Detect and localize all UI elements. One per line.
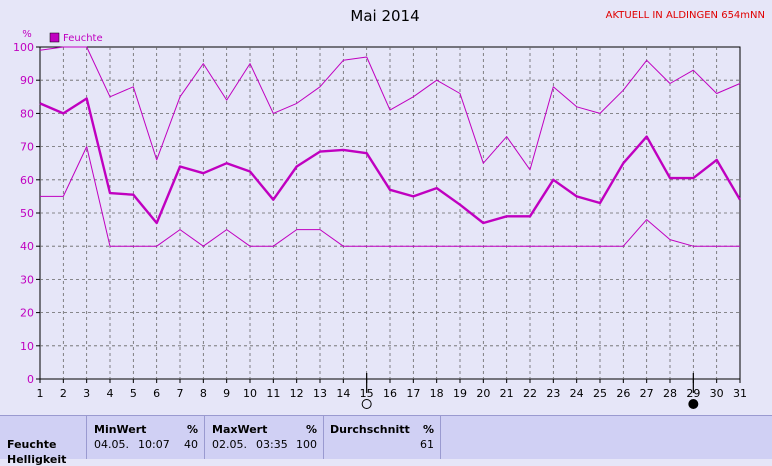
stats-max-header: MaxWert xyxy=(212,423,268,436)
x-tick-label: 18 xyxy=(430,387,444,400)
x-tick-label: 27 xyxy=(640,387,654,400)
x-tick-label: 21 xyxy=(500,387,514,400)
y-tick-label: 20 xyxy=(20,307,34,320)
y-tick-label: 60 xyxy=(20,174,34,187)
y-tick-label: 10 xyxy=(20,340,34,353)
x-tick-label: 1 xyxy=(37,387,44,400)
x-tick-label: 25 xyxy=(593,387,607,400)
x-tick-label: 6 xyxy=(153,387,160,400)
stats-min-unit: % xyxy=(186,423,198,436)
x-tick-label: 17 xyxy=(406,387,420,400)
x-tick-label: 8 xyxy=(200,387,207,400)
stats-min-cell: MinWert % 04.05. 10:07 40 xyxy=(87,416,205,459)
stats-min-header: MinWert xyxy=(94,423,147,436)
x-tick-label: 24 xyxy=(570,387,584,400)
x-tick-label: 19 xyxy=(453,387,467,400)
series-line-max xyxy=(39,46,741,171)
x-tick-label: 30 xyxy=(710,387,724,400)
stats-row-label-2: Helligkeit xyxy=(7,453,67,466)
stats-min-date: 04.05. xyxy=(94,438,129,451)
stats-max-time: 03:35 xyxy=(256,438,288,451)
y-tick-label: 30 xyxy=(20,273,34,286)
x-tick-label: 13 xyxy=(313,387,327,400)
moon-full-icon xyxy=(688,399,699,409)
x-tick-label: 15 xyxy=(360,387,374,400)
x-tick-label: 5 xyxy=(130,387,137,400)
y-tick-label: 50 xyxy=(20,207,34,220)
stats-label-cell: Feuchte Helligkeit xyxy=(0,416,87,466)
y-tick-label: 0 xyxy=(27,373,34,386)
y-axis-label: % xyxy=(22,29,32,40)
stats-max-unit: % xyxy=(305,423,317,436)
stats-avg-value: 61 xyxy=(420,438,434,451)
x-tick-label: 29 xyxy=(686,387,700,400)
x-tick-label: 14 xyxy=(336,387,350,400)
y-tick-label: 90 xyxy=(20,74,34,87)
series-line-avg xyxy=(39,97,742,225)
x-tick-label: 20 xyxy=(476,387,490,400)
x-tick-label: 12 xyxy=(290,387,304,400)
chart-title: Mai 2014 xyxy=(350,7,419,25)
stats-row-label: Feuchte xyxy=(7,438,57,451)
stats-avg-cell: Durchschnitt % 61 xyxy=(324,416,441,459)
series-line-min xyxy=(40,146,740,247)
legend-label: Feuchte xyxy=(63,33,103,44)
stats-max-cell: MaxWert % 02.05. 03:35 100 xyxy=(205,416,324,459)
x-tick-label: 22 xyxy=(523,387,537,400)
x-tick-label: 4 xyxy=(107,387,114,400)
x-tick-label: 9 xyxy=(223,387,230,400)
x-tick-label: 3 xyxy=(83,387,90,400)
stats-min-value: 40 xyxy=(184,438,198,451)
x-tick-label: 26 xyxy=(616,387,630,400)
x-tick-label: 10 xyxy=(243,387,257,400)
stats-avg-header: Durchschnitt xyxy=(330,423,410,436)
x-tick-label: 31 xyxy=(733,387,747,400)
chart: Mai 2014 AKTUELL IN ALDINGEN 654mNN % Fe… xyxy=(13,7,765,409)
x-tick-label: 28 xyxy=(663,387,677,400)
x-tick-label: 7 xyxy=(177,387,184,400)
status-text: AKTUELL IN ALDINGEN 654mNN xyxy=(606,10,765,21)
x-tick-label: 16 xyxy=(383,387,397,400)
moon-empty-icon xyxy=(361,399,372,409)
legend-swatch xyxy=(49,32,60,43)
stats-max-value: 100 xyxy=(296,438,317,451)
stats-panel: Feuchte Helligkeit MinWert % 04.05. 10:0… xyxy=(0,415,772,466)
y-tick-label: 80 xyxy=(20,107,34,120)
stats-max-date: 02.05. xyxy=(212,438,247,451)
y-tick-label: 70 xyxy=(20,141,34,154)
x-tick-label: 2 xyxy=(60,387,67,400)
y-tick-label: 100 xyxy=(13,41,34,54)
x-tick-label: 11 xyxy=(266,387,280,400)
stats-avg-unit: % xyxy=(422,423,434,436)
y-tick-label: 40 xyxy=(20,240,34,253)
x-tick-label: 23 xyxy=(546,387,560,400)
stats-min-time: 10:07 xyxy=(138,438,170,451)
